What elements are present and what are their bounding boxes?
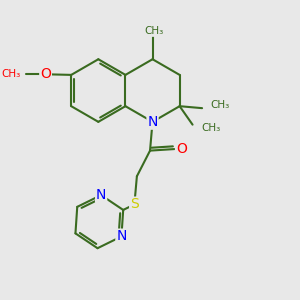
Text: N: N xyxy=(96,188,106,202)
Text: O: O xyxy=(40,67,51,81)
Text: O: O xyxy=(176,142,187,156)
Text: CH₃: CH₃ xyxy=(211,100,230,110)
Text: S: S xyxy=(130,197,139,212)
Text: N: N xyxy=(147,115,158,129)
Text: CH₃: CH₃ xyxy=(201,123,220,133)
Text: N: N xyxy=(116,230,127,244)
Text: CH₃: CH₃ xyxy=(145,26,164,36)
Text: CH₃: CH₃ xyxy=(1,69,20,79)
